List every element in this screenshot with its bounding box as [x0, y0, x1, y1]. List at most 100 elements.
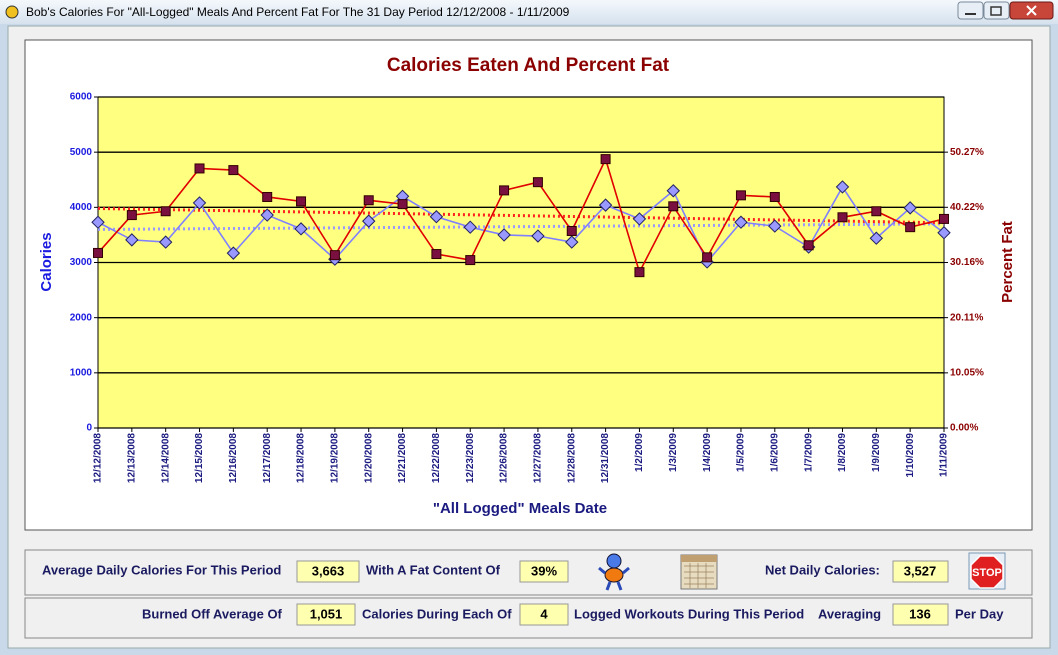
- trend-line: [97, 207, 945, 225]
- value-box: [296, 560, 360, 583]
- x-tick-label: 1/8/2009: [837, 433, 848, 472]
- y2-tick-label: 0.00%: [950, 423, 978, 434]
- window-title: Bob's Calories For "All-Logged" Meals An…: [26, 5, 570, 19]
- point: [566, 226, 577, 237]
- point: [634, 267, 645, 278]
- x-tick-label: 12/26/2008: [499, 433, 510, 483]
- x-tick-label: 12/13/2008: [126, 433, 137, 483]
- stop-button[interactable]: STOP: [968, 552, 1006, 590]
- value: 39%: [531, 563, 557, 578]
- y-axis-label: Calories: [38, 232, 55, 291]
- x-tick-label: 12/23/2008: [465, 433, 476, 483]
- value: 136: [909, 606, 931, 621]
- x-tick-label: 1/4/2009: [702, 433, 713, 472]
- value-box: [519, 603, 569, 626]
- point: [668, 201, 679, 212]
- point: [125, 233, 139, 247]
- value: 3,663: [312, 563, 345, 578]
- point: [598, 198, 613, 212]
- y-tick-label: 6000: [70, 92, 93, 103]
- value-box: [296, 603, 356, 626]
- point: [666, 184, 680, 198]
- x-tick-label: 12/22/2008: [431, 433, 442, 483]
- point: [869, 231, 884, 245]
- y-tick-label: 5000: [70, 147, 93, 158]
- label: Calories During Each Of: [362, 606, 512, 621]
- point: [835, 180, 850, 194]
- x-tick-label: 12/14/2008: [160, 433, 171, 483]
- label: With A Fat Content Of: [366, 562, 501, 577]
- point: [260, 208, 274, 222]
- minimize-button[interactable]: [957, 1, 984, 20]
- x-tick-label: 12/19/2008: [330, 433, 341, 483]
- x-tick-label: 12/18/2008: [296, 433, 307, 483]
- x-tick-label: 1/3/2009: [668, 433, 679, 472]
- point: [192, 196, 207, 210]
- point: [363, 195, 374, 206]
- trend-line: [97, 222, 945, 231]
- chart: Calories Eaten And Percent Fat "All Logg…: [38, 55, 1016, 517]
- x-tick-label: 1/9/2009: [871, 433, 882, 472]
- label: Per Day: [955, 606, 1004, 621]
- x-tick-label: 12/28/2008: [566, 433, 577, 483]
- y2-tick-label: 30.16%: [950, 257, 984, 268]
- stop-label: STOP: [972, 567, 1002, 579]
- y2-tick-label: 50.27%: [950, 147, 984, 158]
- point: [769, 191, 780, 202]
- point: [939, 213, 949, 224]
- point: [532, 177, 543, 188]
- x-tick-label: 1/6/2009: [769, 433, 780, 472]
- x-tick-label: 12/21/2008: [397, 433, 408, 483]
- value-box: [892, 560, 949, 583]
- x-tick-label: 12/20/2008: [363, 433, 374, 483]
- point: [329, 250, 340, 261]
- point: [158, 235, 173, 249]
- chart-title: Calories Eaten And Percent Fat: [387, 55, 670, 76]
- point: [903, 201, 917, 215]
- point: [262, 191, 273, 202]
- value-box: [892, 603, 949, 626]
- point: [837, 212, 848, 223]
- x-tick-label: 1/10/2009: [905, 433, 916, 478]
- value: 3,527: [904, 563, 937, 578]
- point: [431, 249, 442, 260]
- y2-axis-label: Percent Fat: [999, 221, 1016, 303]
- point: [429, 210, 444, 224]
- calendar-button[interactable]: [680, 554, 718, 590]
- value-box: [519, 560, 569, 583]
- point: [735, 190, 746, 201]
- point: [126, 210, 137, 221]
- point: [226, 246, 241, 260]
- app-icon: [5, 5, 19, 19]
- x-tick-label: 12/17/2008: [262, 433, 273, 483]
- label: Net Daily Calories:: [765, 562, 880, 577]
- value: 1,051: [310, 606, 343, 621]
- y-tick-label: 3000: [70, 257, 93, 268]
- x-tick-label: 12/16/2008: [228, 433, 239, 483]
- point: [905, 222, 916, 233]
- workout-panel: [24, 597, 1033, 639]
- point: [93, 247, 103, 258]
- point: [600, 154, 611, 165]
- point: [734, 215, 748, 229]
- value: 4: [540, 606, 548, 621]
- point: [937, 226, 951, 240]
- label: Average Daily Calories For This Period: [42, 562, 281, 577]
- y2-tick-label: 10.05%: [950, 367, 984, 378]
- x-tick-label: 1/2/2009: [634, 433, 645, 472]
- point: [160, 206, 171, 217]
- y-tick-label: 2000: [70, 312, 93, 323]
- maximize-button[interactable]: [983, 1, 1010, 20]
- label: Averaging: [818, 606, 881, 621]
- y-tick-label: 4000: [70, 202, 93, 213]
- y-tick-label: 0: [86, 423, 92, 434]
- y-tick-label: 1000: [70, 367, 93, 378]
- point: [296, 196, 307, 207]
- series-line: [97, 185, 945, 264]
- person-icon[interactable]: [598, 553, 630, 591]
- y2-tick-label: 40.22%: [950, 202, 984, 213]
- point: [768, 219, 782, 233]
- point: [702, 252, 713, 263]
